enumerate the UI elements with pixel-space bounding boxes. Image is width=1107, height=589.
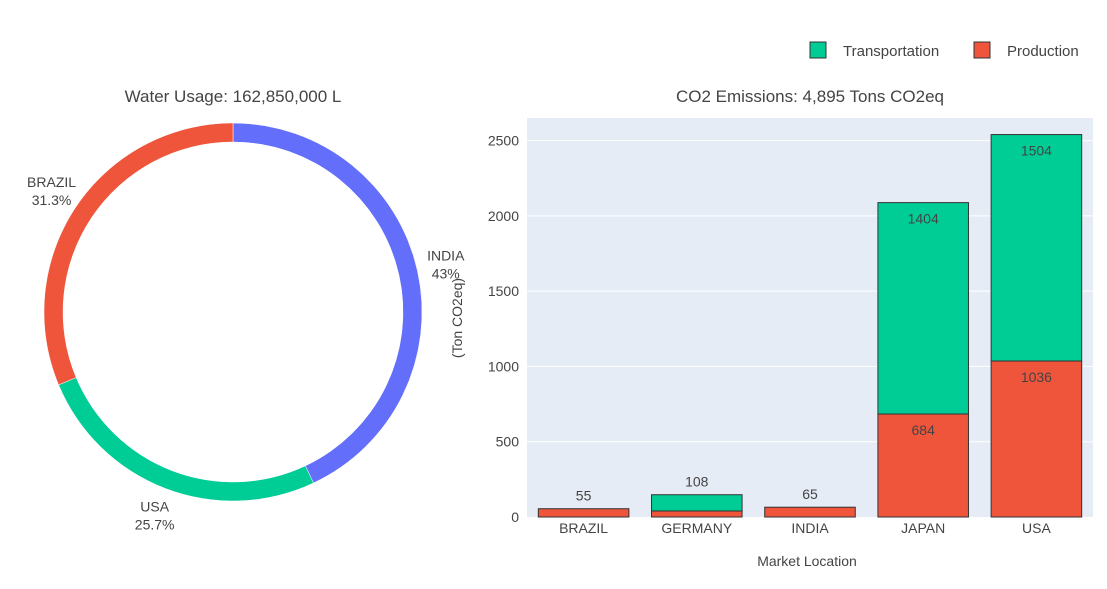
legend-swatch-production[interactable] (973, 41, 991, 59)
bar-title: CO2 Emissions: 4,895 Tons CO2eq (676, 87, 944, 106)
bar-value-label: 1036 (1021, 369, 1052, 385)
y-tick-label: 500 (496, 434, 520, 450)
y-tick-label: 2500 (488, 133, 519, 149)
bar-value-label: 1404 (908, 211, 939, 227)
y-axis-label: (Ton CO2eq) (449, 278, 465, 358)
donut-percent-india: 43% (432, 265, 460, 281)
bar-production-germany[interactable] (651, 510, 743, 518)
donut-percent-usa: 25.7% (135, 516, 175, 532)
bar-production-usa[interactable] (990, 360, 1083, 518)
y-tick-label: 1500 (488, 283, 519, 299)
bar-production-brazil[interactable] (537, 508, 630, 518)
bar-value-label: 108 (685, 474, 709, 490)
y-tick-label: 2000 (488, 208, 519, 224)
bar-transportation-usa[interactable] (990, 134, 1083, 362)
bar-value-label: 1504 (1021, 143, 1052, 159)
donut-label-brazil: BRAZIL (27, 174, 76, 190)
donut-slice-brazil[interactable] (43, 122, 234, 386)
bar-transportation-germany[interactable] (651, 494, 743, 512)
legend-label-transportation: Transportation (843, 43, 939, 60)
donut-label-usa: USA (140, 498, 169, 514)
bar-transportation-japan[interactable] (877, 202, 969, 415)
donut-title: Water Usage: 162,850,000 L (125, 87, 342, 106)
legend-label-production: Production (1007, 43, 1079, 60)
bar-value-label: 684 (912, 422, 936, 438)
x-tick-label: GERMANY (661, 520, 732, 536)
x-tick-label: BRAZIL (559, 520, 608, 536)
bar-value-label: 65 (802, 486, 818, 502)
donut-slice-india[interactable] (232, 122, 423, 484)
x-axis-label: Market Location (757, 553, 857, 569)
x-tick-label: INDIA (791, 520, 829, 536)
donut-slice-usa[interactable] (58, 377, 314, 502)
bar-value-label: 55 (576, 488, 592, 504)
legend-swatch-transportation[interactable] (809, 41, 827, 59)
bar-production-india[interactable] (764, 506, 856, 518)
y-tick-label: 1000 (488, 358, 519, 374)
x-tick-label: USA (1022, 520, 1051, 536)
x-tick-label: JAPAN (901, 520, 945, 536)
donut-label-india: INDIA (427, 247, 465, 263)
donut-percent-brazil: 31.3% (32, 192, 72, 208)
y-tick-label: 0 (511, 509, 519, 525)
